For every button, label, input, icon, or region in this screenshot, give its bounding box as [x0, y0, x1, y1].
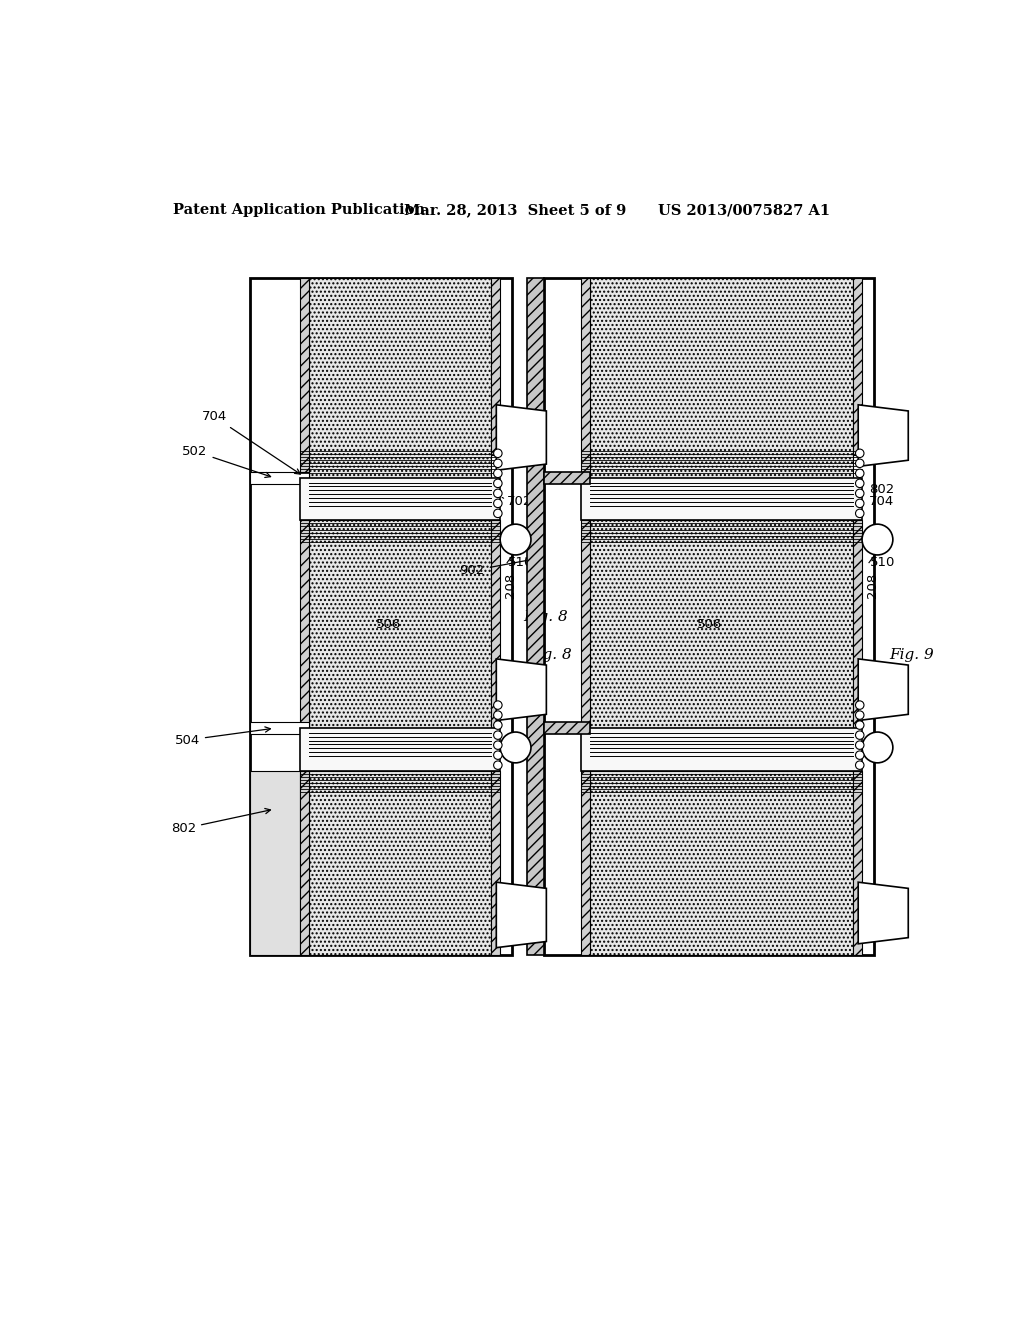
Circle shape: [855, 701, 864, 709]
Circle shape: [855, 469, 864, 478]
Bar: [300, 478, 500, 520]
Text: Patent Application Publication: Patent Application Publication: [173, 203, 425, 216]
Circle shape: [855, 459, 864, 467]
Bar: [853, 277, 862, 455]
Circle shape: [855, 751, 864, 759]
Bar: [490, 771, 500, 956]
Circle shape: [855, 721, 864, 730]
Bar: [544, 277, 873, 956]
Polygon shape: [497, 882, 547, 948]
Bar: [581, 771, 590, 956]
Circle shape: [494, 760, 502, 770]
Text: 506: 506: [697, 618, 722, 631]
Polygon shape: [497, 405, 547, 470]
Bar: [250, 771, 300, 956]
Circle shape: [494, 711, 502, 719]
Text: 702: 702: [869, 744, 894, 758]
Text: 902: 902: [460, 558, 531, 577]
Text: 504: 504: [175, 727, 270, 747]
Text: 502: 502: [182, 445, 270, 478]
Circle shape: [855, 490, 864, 498]
Text: 510: 510: [869, 556, 895, 569]
Bar: [490, 277, 500, 455]
Circle shape: [494, 459, 502, 467]
Bar: [590, 520, 853, 729]
Circle shape: [494, 499, 502, 508]
Bar: [300, 520, 309, 729]
Text: US 2013/0075827 A1: US 2013/0075827 A1: [658, 203, 830, 216]
Circle shape: [855, 741, 864, 750]
Bar: [250, 722, 309, 734]
Polygon shape: [858, 882, 908, 944]
Bar: [309, 771, 490, 956]
Polygon shape: [497, 659, 547, 721]
Bar: [544, 471, 590, 484]
Text: 802: 802: [171, 808, 270, 836]
Text: 802: 802: [869, 483, 894, 496]
Bar: [581, 277, 590, 478]
Text: 208: 208: [866, 573, 879, 598]
Bar: [250, 471, 309, 484]
Circle shape: [494, 731, 502, 739]
Bar: [490, 520, 500, 729]
Circle shape: [855, 499, 864, 508]
Circle shape: [494, 741, 502, 750]
Bar: [300, 277, 309, 478]
Bar: [309, 277, 490, 478]
Circle shape: [855, 711, 864, 719]
Ellipse shape: [500, 733, 531, 763]
Bar: [300, 729, 500, 771]
Polygon shape: [858, 405, 908, 466]
Text: 510: 510: [508, 556, 534, 569]
Bar: [527, 277, 544, 956]
Bar: [581, 478, 862, 520]
Text: Fig. 9: Fig. 9: [889, 648, 934, 663]
Circle shape: [855, 731, 864, 739]
Bar: [581, 729, 862, 771]
Bar: [590, 771, 853, 956]
Circle shape: [494, 721, 502, 730]
Bar: [309, 520, 490, 729]
Circle shape: [494, 751, 502, 759]
Bar: [581, 520, 590, 729]
Text: 704: 704: [202, 411, 300, 474]
Circle shape: [855, 510, 864, 517]
Text: 208: 208: [504, 573, 517, 598]
Circle shape: [494, 479, 502, 487]
Text: Fig. 8: Fig. 8: [527, 648, 571, 663]
Circle shape: [855, 760, 864, 770]
Bar: [300, 771, 309, 956]
Circle shape: [855, 449, 864, 458]
Text: Mar. 28, 2013  Sheet 5 of 9: Mar. 28, 2013 Sheet 5 of 9: [403, 203, 626, 216]
Circle shape: [494, 490, 502, 498]
Bar: [853, 520, 862, 729]
Circle shape: [494, 510, 502, 517]
Ellipse shape: [862, 524, 893, 554]
Bar: [590, 277, 853, 478]
Text: 506: 506: [376, 618, 401, 631]
Text: 702: 702: [507, 495, 532, 508]
Text: Fig. 8: Fig. 8: [523, 610, 568, 623]
Ellipse shape: [500, 524, 531, 554]
Circle shape: [855, 479, 864, 487]
Bar: [250, 277, 512, 956]
Bar: [853, 771, 862, 956]
Ellipse shape: [862, 733, 893, 763]
Circle shape: [494, 449, 502, 458]
Circle shape: [494, 701, 502, 709]
Polygon shape: [858, 659, 908, 721]
Text: 704: 704: [869, 495, 894, 508]
Bar: [544, 722, 590, 734]
Circle shape: [494, 469, 502, 478]
